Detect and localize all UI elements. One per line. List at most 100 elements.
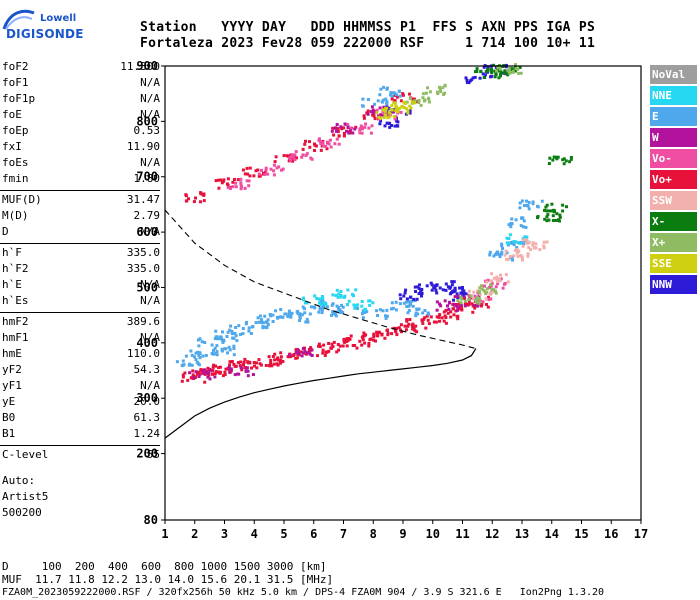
param-value: 11.300 (120, 60, 160, 73)
data-speck (382, 116, 386, 120)
header-col-values: Fortaleza 2023 Fev28 059 222000 RSF 1 71… (140, 36, 596, 51)
data-speck (397, 89, 401, 93)
data-speck (372, 335, 376, 339)
data-speck (322, 144, 325, 148)
data-speck (248, 360, 252, 364)
data-speck (197, 375, 201, 378)
data-speck (264, 364, 268, 367)
data-speck (455, 303, 459, 306)
data-speck (346, 125, 350, 129)
data-speck (456, 314, 460, 318)
data-speck (508, 254, 512, 258)
data-speck (229, 187, 233, 190)
data-speck (478, 297, 481, 301)
data-speck (453, 289, 457, 293)
data-speck (482, 289, 486, 293)
data-speck (230, 331, 234, 335)
data-speck (512, 254, 516, 258)
data-speck (225, 335, 229, 338)
data-speck (197, 354, 201, 357)
data-speck (402, 294, 406, 298)
data-speck (451, 307, 455, 311)
data-speck (304, 351, 308, 355)
data-speck (517, 71, 521, 75)
data-speck (330, 303, 334, 307)
data-speck (481, 72, 485, 76)
data-speck (247, 329, 251, 333)
param-row-b1: B1 1.24 (2, 427, 160, 443)
data-speck (277, 165, 281, 169)
data-speck (459, 291, 463, 295)
data-speck (382, 105, 386, 109)
data-speck (419, 291, 423, 295)
data-speck (385, 329, 389, 332)
data-speck (275, 166, 279, 170)
data-speck (383, 124, 387, 128)
data-speck (430, 288, 434, 292)
data-speck (390, 307, 393, 311)
data-speck (228, 360, 232, 364)
data-speck (229, 369, 233, 373)
data-speck (331, 293, 335, 297)
data-speck (300, 313, 304, 317)
data-speck (287, 154, 291, 158)
data-speck (196, 370, 200, 374)
param-row-fmin: fmin 1.80 (2, 172, 160, 188)
data-speck (180, 379, 184, 383)
data-speck (301, 147, 305, 151)
param-row-foes: foEs N/A (2, 156, 160, 172)
data-speck (492, 288, 496, 292)
data-speck (512, 243, 516, 247)
data-speck (493, 289, 497, 293)
data-speck (340, 127, 344, 131)
data-speck (525, 235, 529, 239)
data-speck (321, 348, 325, 352)
x-tick-label: 8 (370, 527, 377, 541)
data-speck (405, 318, 409, 322)
data-speck (321, 299, 325, 303)
data-speck (245, 166, 249, 170)
data-speck (338, 344, 342, 348)
data-speck (353, 306, 357, 310)
param-value: N/A (140, 331, 160, 344)
param-value: 1.80 (133, 172, 161, 185)
data-speck (330, 129, 334, 133)
data-speck (346, 123, 350, 126)
data-speck (201, 371, 205, 375)
data-speck (243, 172, 247, 176)
data-speck (308, 312, 312, 316)
data-speck (266, 318, 270, 322)
data-speck (453, 286, 457, 290)
data-speck (394, 308, 398, 312)
data-speck (266, 172, 270, 176)
data-speck (206, 371, 210, 375)
data-speck (531, 241, 535, 245)
legend-item-vo: Vo- (650, 149, 697, 168)
data-speck (185, 199, 189, 203)
data-point-e (274, 308, 300, 320)
data-speck (479, 304, 483, 308)
data-speck (496, 282, 500, 286)
data-speck (303, 311, 307, 315)
data-speck (419, 103, 423, 107)
data-speck (213, 375, 217, 379)
data-speck (230, 330, 234, 333)
data-speck (276, 316, 280, 320)
data-speck (455, 304, 459, 308)
data-speck (317, 137, 321, 141)
data-speck (496, 277, 500, 281)
data-speck (331, 312, 335, 316)
data-speck (383, 336, 387, 340)
data-speck (228, 370, 232, 374)
data-speck (526, 254, 530, 258)
data-speck (313, 149, 316, 152)
param-value: N/A (140, 294, 160, 307)
data-speck (446, 311, 450, 315)
data-speck (302, 307, 306, 311)
data-speck (552, 155, 556, 159)
data-speck (498, 67, 502, 71)
data-speck (269, 358, 273, 362)
data-speck (477, 289, 481, 293)
data-speck (203, 380, 207, 384)
data-speck (305, 152, 309, 156)
